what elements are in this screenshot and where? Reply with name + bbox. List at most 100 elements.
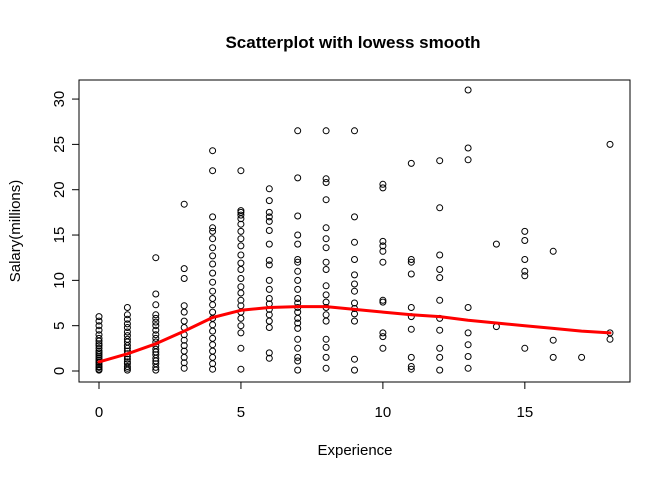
data-point <box>379 242 387 250</box>
scatter-points <box>95 86 614 374</box>
data-point <box>95 344 103 352</box>
data-point <box>265 256 273 264</box>
data-point <box>265 349 273 357</box>
data-point <box>209 308 217 316</box>
data-point <box>123 355 131 363</box>
data-point <box>209 327 217 335</box>
data-point <box>407 365 415 373</box>
data-point <box>322 196 330 204</box>
x-tick-label: 0 <box>95 404 103 421</box>
data-point <box>237 259 245 267</box>
data-point <box>237 329 245 337</box>
data-point <box>464 329 472 337</box>
data-point <box>95 326 103 334</box>
data-point <box>521 267 529 275</box>
data-point <box>237 289 245 297</box>
data-point <box>407 159 415 167</box>
data-point <box>322 175 330 183</box>
data-point <box>209 321 217 329</box>
data-point <box>294 353 302 361</box>
data-point <box>237 266 245 273</box>
data-point <box>180 317 188 325</box>
data-point <box>180 308 188 316</box>
data-point <box>322 235 330 243</box>
data-point <box>209 167 217 175</box>
data-point <box>152 334 160 342</box>
data-point <box>351 317 358 325</box>
data-point <box>549 336 557 344</box>
plot-frame <box>78 79 631 383</box>
data-point <box>436 266 444 273</box>
data-point <box>209 224 217 232</box>
data-point <box>379 247 387 255</box>
data-point <box>436 326 444 334</box>
data-point <box>237 211 245 219</box>
data-point <box>351 355 358 363</box>
data-point <box>123 304 131 311</box>
data-point <box>237 314 245 322</box>
data-point <box>152 254 160 262</box>
data-point <box>180 275 188 282</box>
data-point <box>549 247 557 255</box>
x-tick-label: 5 <box>237 404 245 421</box>
y-tick-label: 10 <box>51 272 68 289</box>
data-point <box>209 295 217 302</box>
data-point <box>95 322 103 330</box>
data-point <box>265 276 273 284</box>
data-point <box>265 197 273 205</box>
data-point <box>209 269 217 277</box>
data-point <box>436 366 444 374</box>
data-point <box>294 335 302 343</box>
data-point <box>123 324 131 331</box>
data-point <box>322 291 330 299</box>
data-point <box>95 340 103 348</box>
data-point <box>265 208 273 216</box>
data-point <box>351 366 358 374</box>
data-point <box>294 357 302 365</box>
data-point <box>322 335 330 343</box>
data-point <box>123 332 131 340</box>
data-point <box>436 157 444 165</box>
data-point <box>265 261 273 269</box>
data-point <box>237 275 245 282</box>
data-point <box>95 313 103 321</box>
y-axis-label: Salary(millions) <box>7 180 24 283</box>
data-point <box>209 353 217 361</box>
data-point <box>351 256 358 263</box>
y-tick-label: 25 <box>51 136 68 153</box>
y-tick-label: 15 <box>51 227 68 244</box>
data-point <box>209 341 217 349</box>
data-point <box>521 272 529 280</box>
data-point <box>237 235 245 243</box>
data-point <box>152 331 160 339</box>
data-point <box>265 217 273 225</box>
data-point <box>209 301 217 309</box>
data-point <box>521 227 529 235</box>
data-point <box>95 331 103 339</box>
data-point <box>294 267 302 275</box>
data-point <box>294 240 302 248</box>
data-point <box>152 318 160 326</box>
lowess-line <box>97 305 612 364</box>
data-point <box>351 213 358 221</box>
data-point <box>294 366 302 374</box>
data-point <box>379 344 387 352</box>
data-point <box>209 278 217 286</box>
data-point <box>237 207 245 215</box>
data-point <box>322 353 330 361</box>
data-point <box>379 184 387 192</box>
data-point <box>265 324 273 331</box>
data-point <box>351 271 358 279</box>
data-point <box>464 353 472 360</box>
data-point <box>180 342 188 350</box>
data-point <box>549 353 557 361</box>
data-point <box>209 287 217 295</box>
data-point <box>294 319 302 327</box>
data-point <box>436 204 444 212</box>
data-point <box>152 301 160 309</box>
data-point <box>379 180 387 188</box>
data-point <box>322 244 330 252</box>
data-point <box>265 240 273 248</box>
data-point <box>237 167 245 175</box>
